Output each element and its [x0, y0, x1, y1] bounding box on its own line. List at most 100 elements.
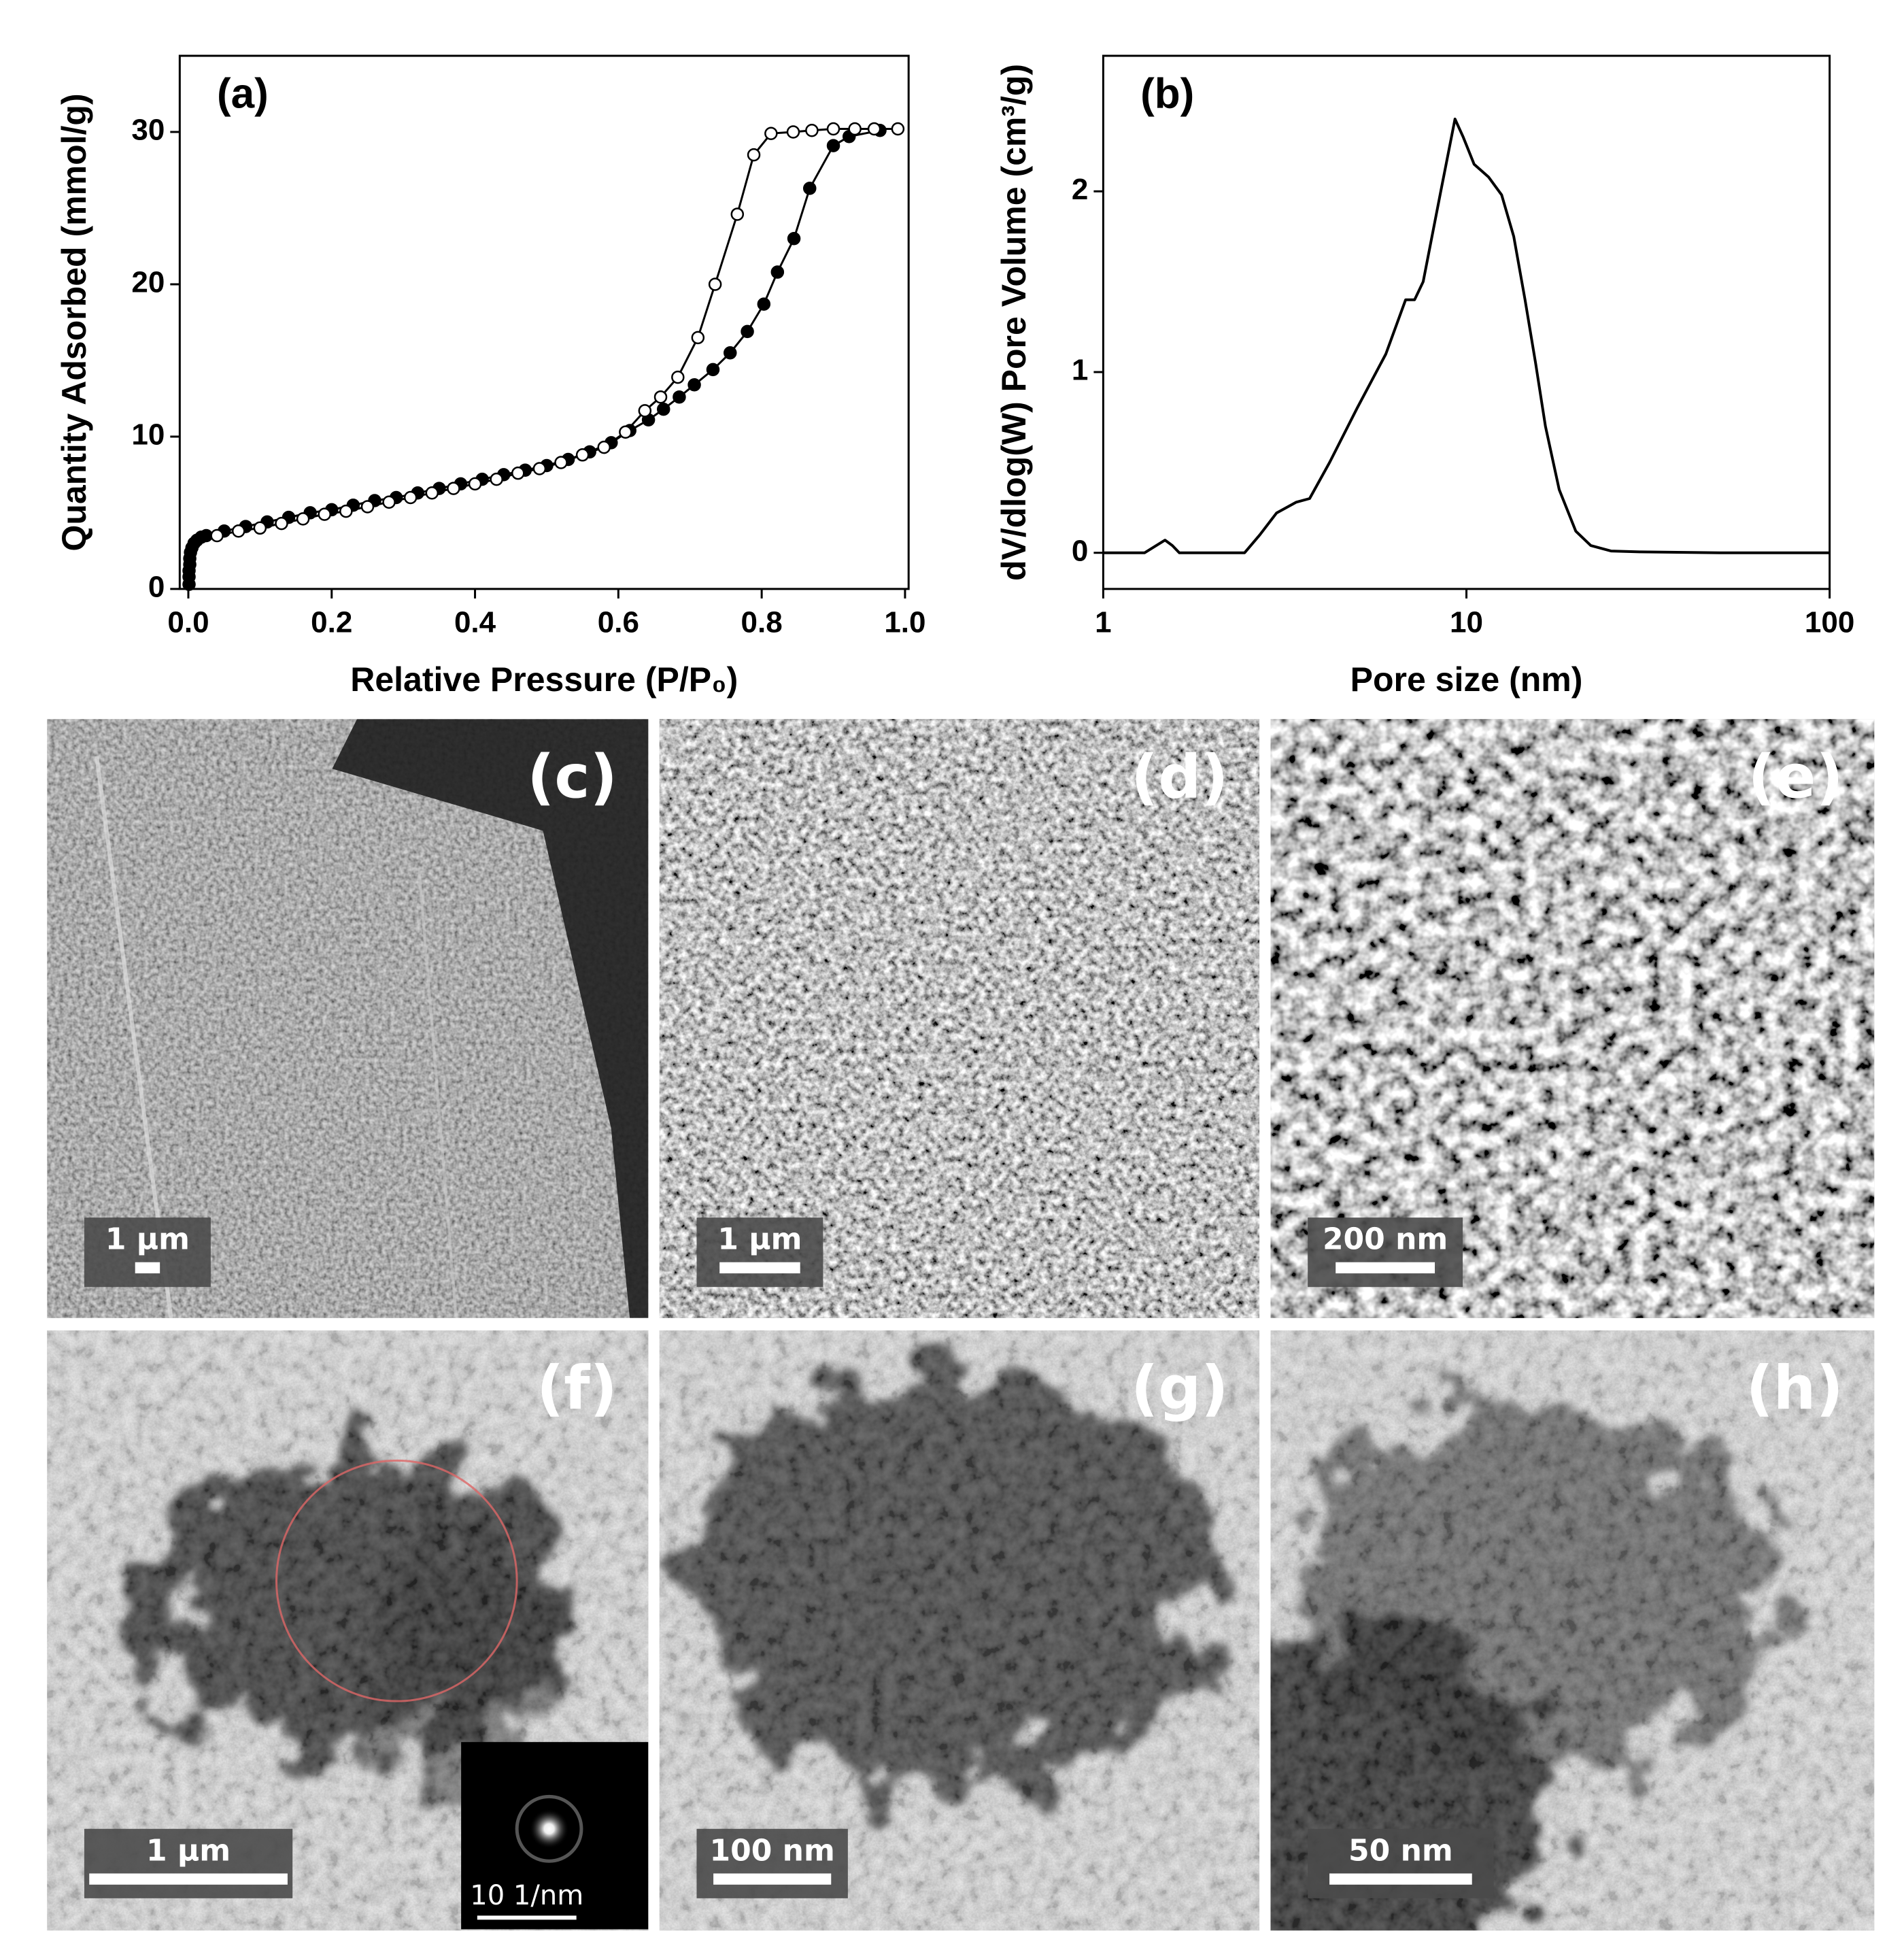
panel-label: (g) — [1131, 1353, 1228, 1423]
y-tick-label: 0 — [148, 571, 165, 604]
data-point — [554, 456, 568, 469]
scale-bar-label: 1 µm — [146, 1833, 231, 1868]
x-tick-label: 10 — [1450, 606, 1483, 639]
data-point — [490, 472, 503, 486]
scale-bar — [719, 1262, 800, 1274]
diffraction-ring — [515, 1794, 583, 1863]
x-tick-label: 0.0 — [167, 606, 209, 639]
data-point — [638, 404, 652, 418]
data-point — [805, 124, 819, 137]
scale-bar-box — [1308, 1218, 1463, 1288]
x-tick-label: 1.0 — [884, 606, 925, 639]
data-point — [656, 402, 670, 416]
scale-bar — [89, 1873, 288, 1885]
data-point — [706, 363, 720, 377]
scale-bar-box — [84, 1218, 211, 1288]
data-point — [511, 466, 525, 480]
data-point — [231, 524, 245, 538]
y-axis-label: dV/dlog(W) Pore Volume (cm³/g) — [995, 64, 1033, 581]
scale-bar-box — [1308, 1828, 1494, 1898]
x-tick-label: 0.4 — [454, 606, 496, 639]
data-point — [403, 490, 418, 505]
series-line — [1103, 118, 1830, 554]
plot-frame — [1102, 54, 1831, 590]
data-point — [253, 521, 267, 535]
data-point — [199, 528, 214, 543]
data-point — [764, 127, 778, 140]
data-point — [730, 207, 745, 221]
data-point — [382, 495, 396, 509]
scale-bar-box — [696, 1828, 848, 1898]
scale-bar — [713, 1873, 832, 1885]
scale-bar-label: 100 nm — [710, 1833, 835, 1868]
data-point — [468, 477, 482, 491]
data-point — [867, 122, 881, 136]
y-tick-label: 0 — [1072, 534, 1088, 567]
panel-label: (c) — [527, 741, 617, 811]
x-tick-label: 100 — [1805, 606, 1854, 639]
inset-scale-label: 10 1/nm — [470, 1880, 583, 1911]
x-axis-label: Relative Pressure (P/P₀) — [350, 660, 738, 699]
data-point — [708, 278, 722, 291]
scale-bar — [135, 1262, 160, 1274]
data-point — [803, 182, 817, 195]
data-point — [210, 528, 224, 543]
data-point — [786, 125, 800, 139]
image-dark-region — [332, 719, 649, 1318]
y-tick-label: 30 — [131, 114, 165, 147]
panel-label: (h) — [1746, 1353, 1843, 1423]
micrograph-panel: (h) 50 nm — [1270, 1330, 1875, 1931]
y-tick-label: 10 — [131, 418, 165, 452]
y-tick-label: 20 — [131, 266, 165, 299]
data-point — [447, 482, 460, 495]
data-point — [770, 265, 785, 279]
data-point — [826, 122, 840, 136]
panel-label: (a) — [217, 71, 269, 118]
data-point — [691, 331, 705, 345]
data-point — [891, 122, 905, 136]
panel-label: (b) — [1140, 71, 1194, 118]
micrograph-panel: (c) 1 µm — [47, 719, 649, 1318]
data-point — [532, 462, 547, 475]
image-edge — [418, 867, 458, 1318]
data-point — [787, 232, 801, 246]
plot-frame — [178, 54, 910, 590]
x-axis-label: Pore size (nm) — [1350, 660, 1583, 699]
x-tick-label: 1 — [1095, 606, 1111, 639]
panel-label: (d) — [1131, 741, 1228, 811]
scale-bar-label: 50 nm — [1348, 1833, 1453, 1868]
data-point — [360, 500, 375, 514]
micrograph-panel: (e) 200 nm — [1270, 719, 1875, 1318]
inset-scale-bar — [477, 1915, 577, 1920]
data-point — [575, 448, 590, 462]
micrograph-panel: (g) 100 nm — [659, 1330, 1260, 1931]
y-tick-label: 1 — [1072, 354, 1088, 387]
data-point — [597, 440, 611, 454]
scale-bar-label: 200 nm — [1323, 1222, 1448, 1257]
panel-label: (f) — [537, 1353, 617, 1423]
data-point — [826, 139, 840, 152]
scale-bar-label: 1 µm — [105, 1222, 190, 1257]
data-point — [318, 507, 331, 521]
data-point — [296, 512, 310, 526]
diffraction-spot — [529, 1809, 569, 1849]
micrograph-panel: 10 1/nm (f) 1 µm — [47, 1330, 649, 1931]
data-point — [741, 324, 754, 339]
scale-bar-box — [696, 1218, 823, 1288]
scale-bar-label: 1 µm — [717, 1222, 802, 1257]
y-axis-label: Quantity Adsorbed (mmol/g) — [55, 93, 93, 551]
data-point — [275, 516, 288, 531]
series-line — [216, 128, 898, 537]
data-point — [757, 297, 771, 311]
data-point — [425, 486, 439, 500]
y-tick-label: 2 — [1072, 173, 1088, 206]
data-point — [673, 390, 686, 404]
data-point — [747, 148, 761, 162]
data-point — [724, 346, 737, 360]
x-tick-label: 0.2 — [311, 606, 352, 639]
x-tick-label: 0.8 — [741, 606, 783, 639]
data-point — [848, 122, 862, 136]
scale-bar-box — [84, 1828, 293, 1898]
panel-label: (e) — [1748, 741, 1843, 811]
